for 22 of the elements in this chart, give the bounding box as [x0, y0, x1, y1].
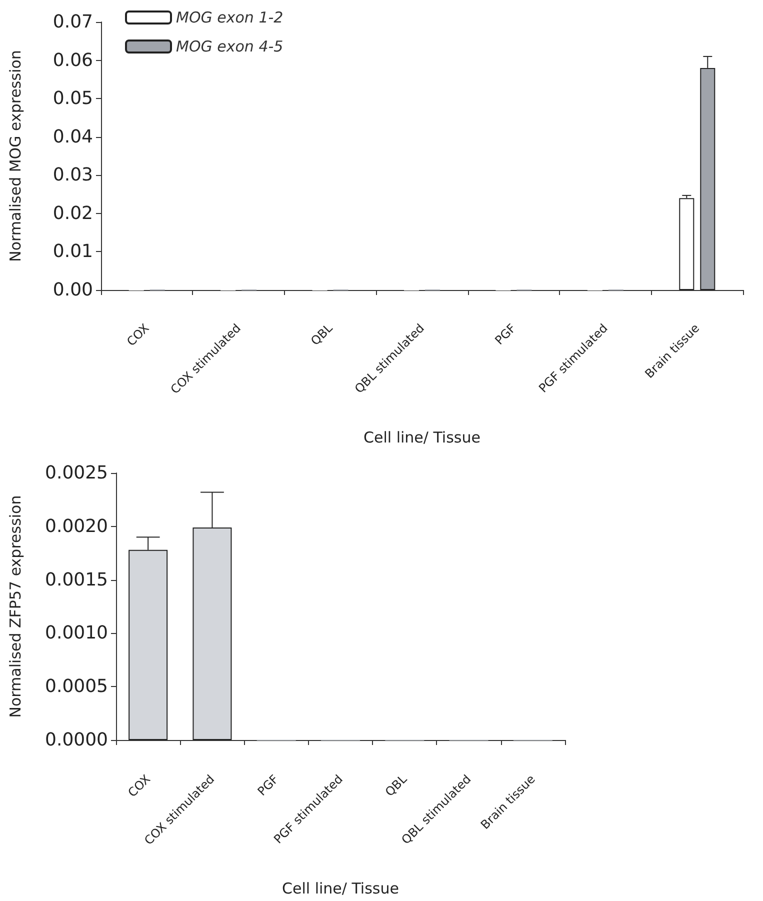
y-tick-label: 0.00	[52, 280, 93, 300]
y-tick-label: 0.03	[52, 164, 93, 186]
y-tick-label: 0.0015	[45, 569, 108, 590]
legend-label: MOG exon 1-2	[176, 8, 284, 26]
y-axis-title: Normalised MOG expression	[6, 50, 24, 262]
x-tick-label: QBL	[308, 320, 336, 348]
y-tick-label: 0.04	[52, 126, 93, 148]
x-axis-title: Cell line/ Tissue	[364, 428, 480, 446]
y-tick-label: 0.01	[52, 241, 93, 262]
y-tick-label: 0.0010	[45, 622, 108, 644]
x-axis-title: Cell line/ Tissue	[282, 880, 399, 898]
y-axis-title: Normalised ZFP57 expression	[6, 495, 24, 718]
y-tick-label: 0.07	[52, 12, 93, 32]
x-tick-label: QBL	[382, 772, 410, 800]
y-tick-label: 0.0000	[45, 730, 108, 750]
legend-label: MOG exon 4-5	[176, 38, 284, 56]
y-tick-label: 0.02	[52, 202, 93, 224]
y-tick-label: 0.0025	[45, 462, 108, 484]
y-tick-label: 0.05	[52, 88, 93, 110]
y-tick-label: 0.0005	[45, 676, 108, 698]
y-tick-label: 0.0020	[45, 516, 108, 537]
y-tick-label: 0.06	[52, 50, 93, 71]
